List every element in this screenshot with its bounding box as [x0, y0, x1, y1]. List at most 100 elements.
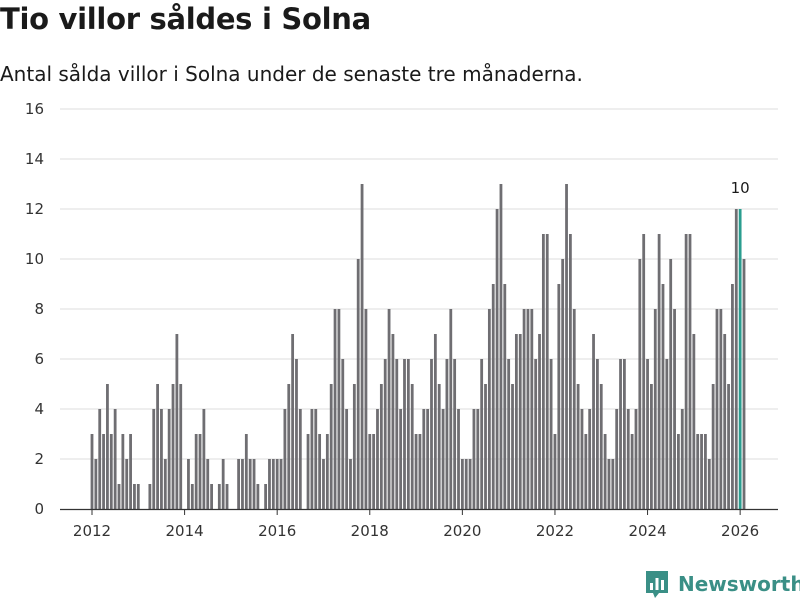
bar [194, 434, 198, 509]
y-tick-label-12: 12 [25, 200, 44, 218]
bar [630, 434, 634, 509]
x-tick-label-2022: 2022 [536, 522, 574, 540]
bar [646, 359, 649, 509]
bar [626, 409, 630, 509]
bar [457, 409, 460, 509]
bar [665, 359, 669, 509]
bar [615, 409, 619, 509]
bar [190, 484, 194, 509]
bar [576, 384, 580, 509]
bar [391, 334, 395, 509]
bar [468, 459, 472, 509]
newsworthy-logo-icon [646, 571, 668, 598]
bar [580, 409, 584, 509]
bar [592, 334, 595, 509]
bar [460, 459, 464, 509]
bar [106, 384, 109, 509]
bar [530, 309, 534, 509]
bar [484, 384, 487, 509]
bar [491, 284, 495, 509]
bar [472, 409, 476, 509]
x-tick-label-2014: 2014 [165, 522, 203, 540]
x-tick-label-2026: 2026 [721, 522, 759, 540]
bar [507, 359, 511, 509]
bar [650, 384, 653, 509]
bar [225, 484, 229, 509]
bar [638, 259, 642, 509]
bar [337, 309, 341, 509]
bar [379, 384, 383, 509]
bar [248, 459, 252, 509]
bar [422, 409, 426, 509]
bar [561, 259, 565, 509]
bar [734, 209, 738, 509]
bar [364, 309, 368, 509]
bar [314, 409, 318, 509]
bar [318, 434, 322, 509]
bar [329, 384, 333, 509]
bar [306, 434, 310, 509]
bar [514, 334, 518, 509]
x-tick-label-2018: 2018 [351, 522, 389, 540]
bar [437, 384, 441, 509]
bar [275, 459, 279, 509]
bar [325, 434, 329, 509]
bar [221, 459, 225, 509]
bar [568, 234, 572, 509]
bar [503, 284, 507, 509]
logo-text: Newsworthy [678, 572, 800, 596]
bar [202, 409, 206, 509]
bar [464, 459, 468, 509]
bar [453, 359, 457, 509]
bar [430, 359, 433, 509]
bar [109, 434, 113, 509]
bar [742, 259, 746, 509]
bar [715, 309, 719, 509]
annotations: 10 [729, 178, 751, 199]
bar [538, 334, 541, 509]
bar [426, 409, 430, 509]
bar [553, 434, 557, 509]
bar [167, 409, 171, 509]
bar [341, 359, 345, 509]
bar [279, 459, 283, 509]
bar [476, 409, 480, 509]
bar [352, 384, 356, 509]
bar [549, 359, 553, 509]
bar [588, 409, 592, 509]
bar [310, 409, 314, 509]
bar [298, 409, 302, 509]
bar [206, 459, 210, 509]
bar [148, 484, 152, 509]
bar [117, 484, 121, 509]
bar [603, 434, 607, 509]
chart-subtitle: Antal sålda villor i Solna under de sena… [0, 62, 583, 86]
bar [711, 384, 715, 509]
bar [241, 459, 244, 509]
bar [98, 409, 102, 509]
bar [345, 409, 349, 509]
bar [136, 484, 140, 509]
bar [673, 309, 676, 509]
bar [723, 334, 727, 509]
bar [387, 309, 391, 509]
bar [704, 434, 707, 509]
bar [557, 284, 561, 509]
bar [198, 434, 202, 509]
bar [175, 334, 179, 509]
bar [565, 184, 568, 509]
last-value-label: 10 [731, 179, 750, 197]
y-tick-label-2: 2 [34, 450, 44, 468]
bar [187, 459, 190, 509]
bar [256, 484, 260, 509]
bar [287, 384, 291, 509]
bar [433, 334, 437, 509]
x-tick-label-2020: 2020 [443, 522, 481, 540]
bar [217, 484, 221, 509]
bar [534, 359, 538, 509]
bar [406, 359, 410, 509]
bar [399, 409, 403, 509]
bar [449, 309, 453, 509]
x-tick-label-2016: 2016 [258, 522, 296, 540]
